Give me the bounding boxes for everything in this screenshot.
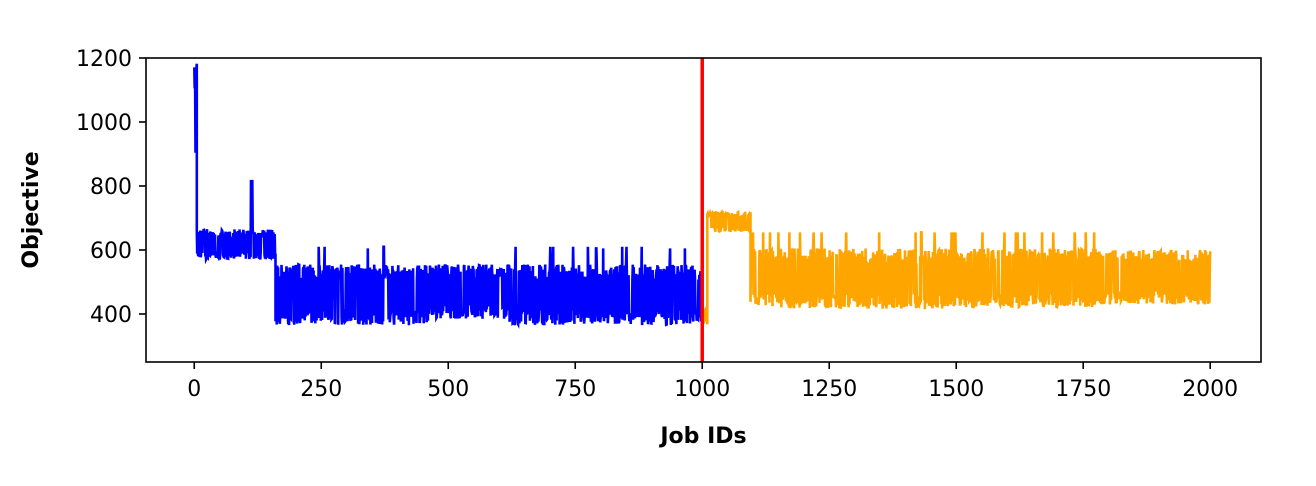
x-tick-label: 750 [554,377,596,402]
y-tick-label: 1000 [76,111,132,136]
x-tick-label: 1000 [674,377,730,402]
y-axis-title: Objective [19,151,44,268]
x-tick-label: 500 [427,377,469,402]
x-tick-label: 1500 [928,377,984,402]
series-line-1 [193,63,704,329]
y-tick-label: 400 [90,303,132,328]
x-tick-label: 250 [300,377,342,402]
y-axis-ticks: 400 600 800 1000 1200 [76,47,146,328]
plot-frame [145,57,1262,363]
x-axis-ticks: 0 250 500 750 1000 1250 1500 1750 2000 [187,362,1238,402]
y-tick-label: 1200 [76,47,132,72]
x-tick-label: 1750 [1055,377,1111,402]
series-layer [193,63,1212,329]
x-tick-label: 1250 [801,377,857,402]
y-tick-label: 600 [90,239,132,264]
y-tick-label: 800 [90,175,132,200]
x-tick-label: 2000 [1182,377,1238,402]
x-tick-label: 0 [187,377,201,402]
x-axis-title: Job IDs [658,424,746,449]
series-line-2 [700,208,1212,325]
